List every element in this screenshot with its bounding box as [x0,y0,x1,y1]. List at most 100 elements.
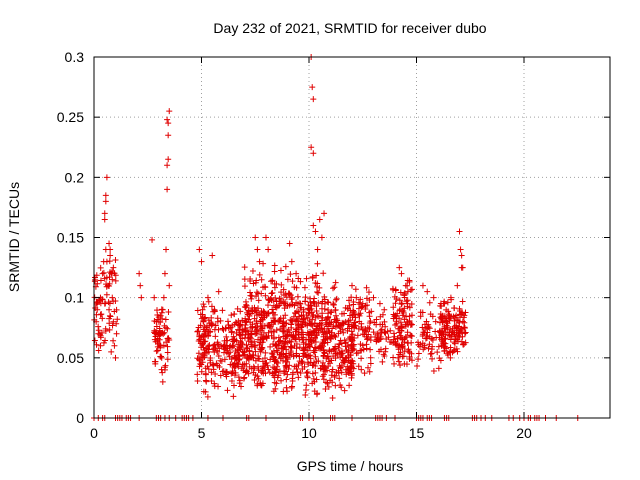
data-point [442,335,449,342]
data-point [112,277,119,284]
data-point [205,366,212,373]
data-point [351,334,358,341]
data-point [310,375,317,382]
data-point [110,298,117,305]
x-tick-label: 20 [516,425,532,441]
data-point [336,322,343,329]
data-point [165,120,172,127]
data-point [271,365,278,372]
data-point [97,311,104,318]
data-point [196,333,203,340]
data-point [153,318,160,325]
data-point [209,252,216,259]
data-point [265,366,272,373]
data-point [312,334,319,341]
data-point [163,324,170,331]
data-point [373,316,380,323]
data-point [319,373,326,380]
data-point [360,346,367,353]
data-point [405,340,412,347]
data-point [349,282,355,289]
data-point [195,350,202,357]
data-point [389,285,396,292]
data-point [165,132,172,139]
data-point [206,342,213,349]
data-point [271,268,278,275]
data-point [104,282,111,289]
data-point [293,308,300,315]
data-point [443,306,450,313]
data-point [149,236,156,243]
data-point [282,353,289,360]
data-point [295,275,302,282]
data-point [201,323,208,330]
data-point [275,372,282,379]
data-point [162,316,169,323]
axis-ticks: 0 5 10 15 20 0 0.05 0.1 0.15 0.2 0.25 0.3 [57,49,610,441]
data-point [373,337,380,344]
data-point [390,304,397,311]
data-point [260,284,267,291]
data-point [267,356,274,363]
data-point [302,344,309,351]
data-point [396,297,403,304]
data-point [331,373,338,380]
data-point [160,294,167,301]
data-point [363,328,370,335]
data-point [363,284,370,291]
data-point [98,311,105,318]
data-point [390,330,397,337]
data-point [439,314,446,321]
data-point [265,302,272,309]
data-point [317,345,324,352]
data-point [401,316,408,323]
data-point [356,312,363,319]
data-point [342,343,349,350]
data-point [246,313,253,320]
data-point [248,330,255,337]
data-point [101,210,108,217]
data-point [223,337,230,344]
data-point [298,324,305,331]
data-point [359,300,366,307]
data-point [283,354,290,361]
data-point [103,258,110,265]
data-point [227,361,234,368]
data-point [107,269,114,276]
data-point [402,282,409,289]
data-point [318,234,325,241]
data-point [211,383,218,390]
data-point [239,348,246,355]
data-point [164,343,171,350]
data-point [280,350,287,357]
data-point [256,341,263,348]
data-point [377,321,384,328]
data-point [435,365,442,372]
data-point [228,328,235,335]
data-point [330,353,337,360]
data-point [390,315,397,322]
data-point [246,348,253,355]
data-point [357,310,364,317]
data-point [288,344,295,351]
data-point [288,296,295,303]
data-point [110,337,117,344]
data-point [457,246,464,253]
data-point [164,349,171,356]
data-point [298,323,305,330]
data-point [196,363,203,370]
data-point [112,354,119,361]
data-point [255,375,262,382]
data-point [194,371,201,378]
data-point [284,276,291,283]
data-point [91,337,98,344]
data-point [315,299,322,306]
data-point [273,342,280,349]
data-point [455,330,462,337]
data-point [363,302,370,309]
data-point [324,315,331,322]
data-point [247,319,254,326]
data-point [299,329,306,336]
data-point [280,333,287,340]
